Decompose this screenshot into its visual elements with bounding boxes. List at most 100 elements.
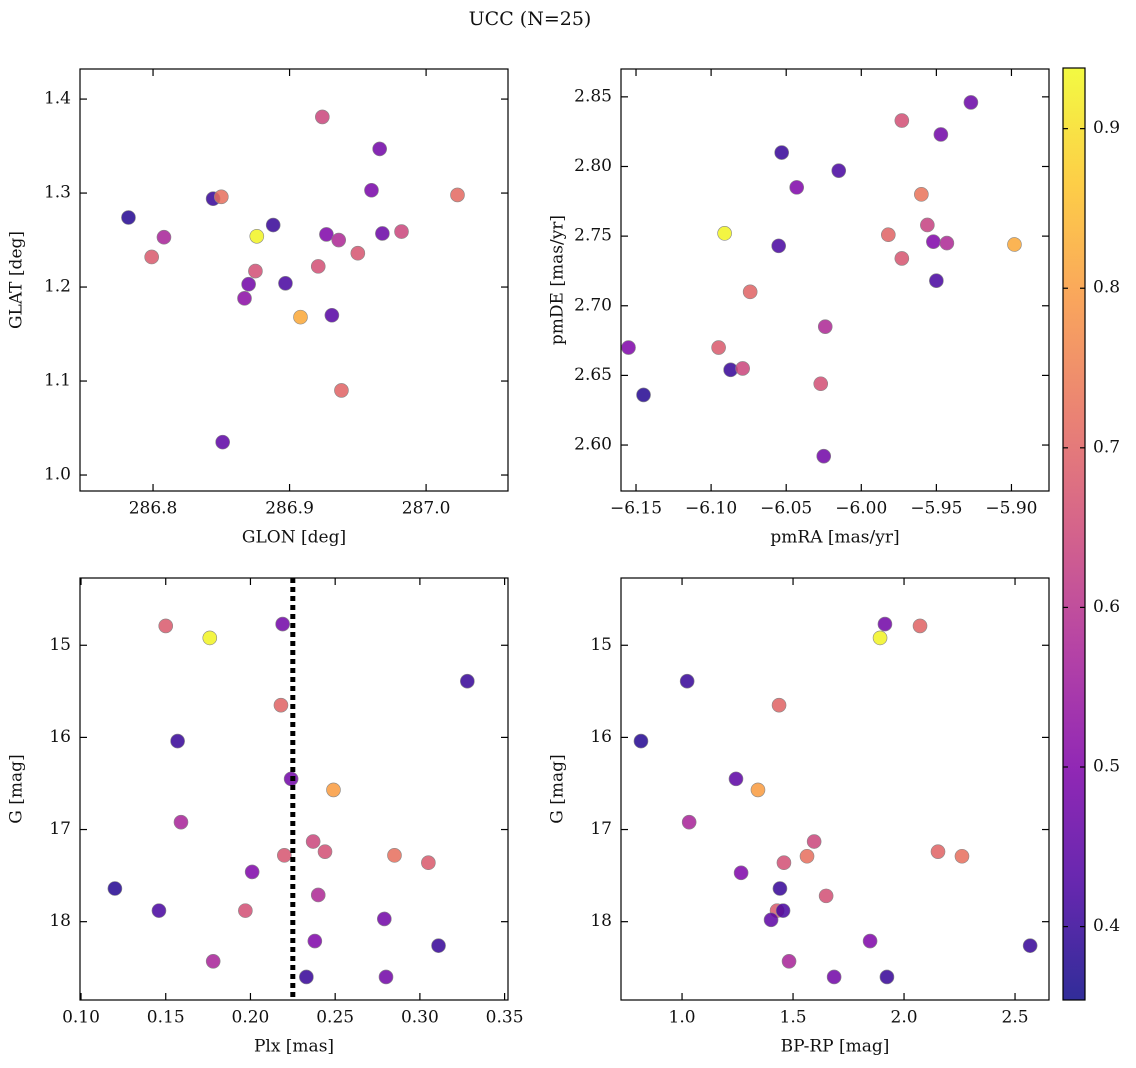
- y-tick-label: 1.2: [44, 277, 71, 297]
- point: [1007, 237, 1022, 252]
- point: [799, 848, 815, 864]
- x-tick-label: −6.05: [760, 499, 812, 519]
- point: [781, 954, 797, 969]
- y-tick-label: 18: [49, 911, 71, 931]
- point: [742, 284, 758, 300]
- point: [215, 434, 230, 450]
- x-tick-label: 286.9: [265, 499, 314, 519]
- y-tick-label: 2.80: [574, 156, 612, 176]
- point: [774, 145, 789, 160]
- colorbar-tick-label: 0.5: [1093, 757, 1120, 777]
- point: [1022, 938, 1038, 953]
- point: [394, 224, 409, 239]
- point: [460, 673, 475, 689]
- y-tick-label: 1.1: [44, 371, 71, 391]
- point: [248, 263, 263, 279]
- point: [879, 969, 895, 985]
- point: [872, 630, 888, 646]
- point: [273, 697, 289, 713]
- axes-frame: [620, 577, 1050, 1001]
- point: [772, 881, 788, 896]
- point: [372, 141, 387, 157]
- x-tick-label: 0.20: [232, 1008, 270, 1028]
- point: [350, 245, 366, 261]
- point: [249, 228, 265, 244]
- y-tick-label: 1.3: [44, 183, 71, 203]
- point: [310, 887, 326, 903]
- point: [324, 307, 340, 323]
- point: [862, 933, 878, 949]
- point: [421, 855, 436, 871]
- colorbar-tick-label: 0.4: [1093, 916, 1120, 936]
- x-axis-label: pmRA [mas/yr]: [770, 528, 899, 548]
- point: [806, 834, 822, 849]
- point: [633, 733, 649, 749]
- colorbar-tick-label: 0.7: [1093, 437, 1120, 457]
- point: [735, 361, 750, 376]
- x-tick-label: −6.15: [610, 499, 662, 519]
- y-tick-label: 16: [590, 727, 612, 747]
- point: [173, 814, 189, 830]
- point: [881, 227, 896, 243]
- point: [728, 771, 744, 787]
- x-tick-label: 287.0: [402, 499, 451, 519]
- x-tick-label: −6.10: [685, 499, 737, 519]
- point: [939, 235, 955, 251]
- y-tick-label: 1.0: [44, 465, 71, 485]
- point: [121, 210, 136, 225]
- x-axis-label: GLON [deg]: [242, 528, 346, 548]
- y-axis-label: GLAT [deg]: [7, 231, 27, 329]
- point: [214, 189, 229, 205]
- point: [241, 276, 256, 292]
- y-tick-label: 2.75: [574, 226, 612, 246]
- point: [305, 834, 321, 849]
- point: [771, 238, 786, 254]
- point: [831, 163, 847, 178]
- point: [275, 616, 290, 632]
- point: [315, 109, 330, 125]
- x-tick-label: 0.35: [486, 1008, 524, 1028]
- x-tick-label: −5.95: [910, 499, 962, 519]
- point: [776, 855, 792, 871]
- colorbar: [1062, 67, 1086, 1001]
- point: [244, 864, 260, 880]
- x-tick-label: 0.30: [401, 1008, 439, 1028]
- y-tick-label: 16: [49, 727, 71, 747]
- point: [826, 969, 842, 985]
- x-axis-label: Plx [mas]: [254, 1037, 334, 1057]
- x-tick-label: 2.5: [1002, 1008, 1029, 1028]
- point: [679, 673, 695, 689]
- point: [334, 383, 349, 398]
- x-tick-label: 1.5: [780, 1008, 807, 1028]
- axes-frame: [79, 577, 509, 1001]
- point: [107, 881, 123, 896]
- point: [326, 782, 341, 798]
- y-tick-label: 17: [49, 819, 71, 839]
- point: [377, 911, 392, 927]
- point: [375, 226, 390, 241]
- x-tick-label: 1.0: [669, 1008, 696, 1028]
- y-tick-label: 15: [49, 635, 71, 655]
- x-tick-label: 2.0: [891, 1008, 918, 1028]
- point: [158, 618, 174, 634]
- point: [920, 217, 935, 233]
- y-axis-label: G [mag]: [548, 754, 568, 823]
- point: [930, 844, 946, 859]
- y-tick-label: 1.4: [44, 89, 71, 109]
- y-tick-label: 15: [590, 635, 612, 655]
- point: [933, 127, 949, 142]
- point: [775, 903, 791, 918]
- point: [331, 232, 347, 248]
- point: [789, 180, 805, 195]
- axes-frame: [620, 68, 1050, 492]
- y-tick-label: 2.65: [574, 365, 612, 385]
- point: [156, 229, 172, 245]
- point: [817, 319, 833, 334]
- x-tick-label: −6.00: [835, 499, 887, 519]
- axes-frame: [79, 68, 509, 492]
- point: [877, 616, 893, 632]
- point: [894, 251, 910, 266]
- point: [170, 733, 185, 749]
- point: [319, 227, 334, 242]
